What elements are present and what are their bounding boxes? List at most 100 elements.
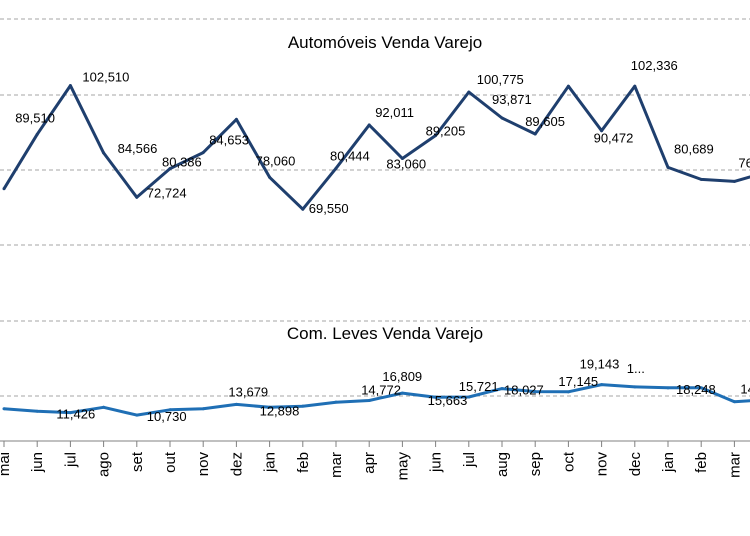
data-point-2-4 bbox=[102, 405, 106, 409]
data-point-2-1 bbox=[2, 407, 6, 411]
data-point-1-19 bbox=[600, 129, 604, 133]
data-point-1-11 bbox=[334, 166, 338, 170]
data-point-2-9 bbox=[268, 405, 272, 409]
data-point-1-21 bbox=[666, 165, 670, 169]
data-label-2-12: 14,772 bbox=[361, 382, 401, 397]
data-point-2-7 bbox=[201, 407, 205, 411]
data-label-1-2: 89,510 bbox=[15, 110, 55, 125]
data-point-1-20 bbox=[633, 84, 637, 88]
x-tick-label-17: sep bbox=[527, 452, 544, 476]
data-point-1-15 bbox=[467, 90, 471, 94]
x-tick-label-10: feb bbox=[295, 452, 312, 473]
x-axis-ticks: mai jun jul ago set out nov dez jan feb mar apr may j… bbox=[0, 441, 743, 481]
x-tick-label-5: set bbox=[129, 451, 146, 472]
data-label-1-16: 93,871 bbox=[492, 92, 532, 107]
data-point-1-7 bbox=[201, 151, 205, 155]
data-point-2-16 bbox=[500, 387, 504, 391]
gridlines bbox=[0, 18, 750, 397]
data-point-2-12 bbox=[367, 398, 371, 402]
data-label-2-21: 18,248 bbox=[676, 382, 716, 397]
x-tick-label-8: dez bbox=[228, 452, 245, 476]
data-label-2-13: 16,809 bbox=[382, 369, 422, 384]
data-point-1-1 bbox=[2, 187, 6, 191]
data-point-2-5 bbox=[135, 413, 139, 417]
data-point-2-11 bbox=[334, 400, 338, 404]
data-point-1-13 bbox=[400, 157, 404, 161]
x-tick-label-22: feb bbox=[693, 452, 710, 473]
x-tick-label-7: nov bbox=[195, 452, 212, 477]
data-point-1-5 bbox=[135, 195, 139, 199]
data-point-2-13 bbox=[400, 391, 404, 395]
chart-title-com-leves: Com. Leves Venda Varejo bbox=[287, 324, 483, 343]
x-tick-label-3: jul bbox=[62, 452, 79, 468]
data-point-1-8 bbox=[234, 117, 238, 121]
data-label-1-12: 92,011 bbox=[375, 105, 414, 120]
chart-title-automoveis: Automóveis Venda Varejo bbox=[288, 33, 482, 52]
data-point-1-12 bbox=[367, 123, 371, 127]
data-point-1-6 bbox=[168, 167, 172, 171]
data-point-1-17 bbox=[533, 132, 537, 136]
data-label-2-20: 1... bbox=[627, 361, 645, 376]
data-point-1-2 bbox=[35, 132, 39, 136]
data-point-2-15 bbox=[467, 395, 471, 399]
data-label-1-10: 69,550 bbox=[309, 201, 349, 216]
x-tick-label-4: ago bbox=[96, 452, 113, 477]
data-point-2-18 bbox=[566, 390, 570, 394]
data-point-2-17 bbox=[533, 390, 537, 394]
x-tick-label-21: jan bbox=[660, 452, 677, 473]
data-label-2-5: 10,730 bbox=[147, 409, 187, 424]
data-point-2-10 bbox=[301, 404, 305, 408]
x-tick-label-23: mar bbox=[726, 452, 743, 478]
data-label-2-23: 14,441 bbox=[740, 382, 750, 397]
data-point-1-16 bbox=[500, 116, 504, 120]
data-point-2-8 bbox=[234, 402, 238, 406]
x-tick-label-6: out bbox=[162, 451, 179, 473]
data-label-2-15: 15,721 bbox=[459, 379, 499, 394]
data-point-1-3 bbox=[68, 84, 72, 88]
data-labels-layer: 89,510 102,510 84,566 72,724 80,386 84,653 78,… bbox=[15, 58, 750, 424]
data-label-1-11: 80,444 bbox=[330, 148, 370, 163]
data-label-1-17: 89,605 bbox=[525, 114, 565, 129]
series-layer bbox=[2, 84, 750, 417]
data-point-2-6 bbox=[168, 408, 172, 412]
data-label-1-9: 78,060 bbox=[256, 153, 296, 168]
x-tick-label-1: mai bbox=[0, 452, 13, 476]
data-point-1-10 bbox=[301, 207, 305, 211]
data-label-1-3: 102,510 bbox=[82, 70, 129, 85]
x-tick-label-13: may bbox=[394, 452, 411, 481]
data-label-1-6: 80,386 bbox=[162, 155, 202, 170]
data-point-2-20 bbox=[633, 385, 637, 389]
x-tick-label-12: apr bbox=[361, 452, 378, 474]
data-point-2-22 bbox=[699, 386, 703, 390]
data-point-2-14 bbox=[434, 395, 438, 399]
data-label-1-15: 100,775 bbox=[477, 72, 524, 87]
data-label-1-14: 89,205 bbox=[426, 123, 466, 138]
data-label-1-5: 72,724 bbox=[147, 185, 187, 200]
x-tick-label-19: nov bbox=[594, 452, 611, 477]
data-point-1-14 bbox=[434, 133, 438, 137]
data-label-1-21: 80,689 bbox=[674, 141, 714, 156]
data-point-2-3 bbox=[68, 411, 72, 415]
data-point-1-9 bbox=[268, 175, 272, 179]
data-label-2-19: 19,143 bbox=[580, 357, 620, 372]
data-point-1-22 bbox=[699, 177, 703, 181]
data-point-1-23 bbox=[732, 179, 736, 183]
data-label-1-7: 84,653 bbox=[209, 133, 249, 148]
data-point-2-2 bbox=[35, 409, 39, 413]
x-tick-label-15: jul bbox=[461, 452, 478, 468]
x-tick-label-14: jun bbox=[428, 452, 445, 473]
x-tick-label-9: jan bbox=[262, 452, 279, 473]
data-label-1-19: 90,472 bbox=[594, 131, 634, 146]
data-point-2-23 bbox=[732, 400, 736, 404]
x-tick-label-2: jun bbox=[29, 452, 46, 473]
series-line-2 bbox=[3, 383, 750, 417]
data-label-2-8: 13,679 bbox=[228, 384, 268, 399]
series-line-1 bbox=[2, 84, 750, 211]
x-tick-label-16: aug bbox=[494, 452, 511, 477]
data-label-2-9: 12,898 bbox=[260, 403, 300, 418]
data-label-1-23: 76,962 bbox=[738, 155, 750, 170]
data-label-2-16: 18,027 bbox=[504, 383, 544, 398]
data-label-1-20: 102,336 bbox=[631, 58, 678, 73]
x-tick-label-20: dec bbox=[627, 452, 644, 477]
